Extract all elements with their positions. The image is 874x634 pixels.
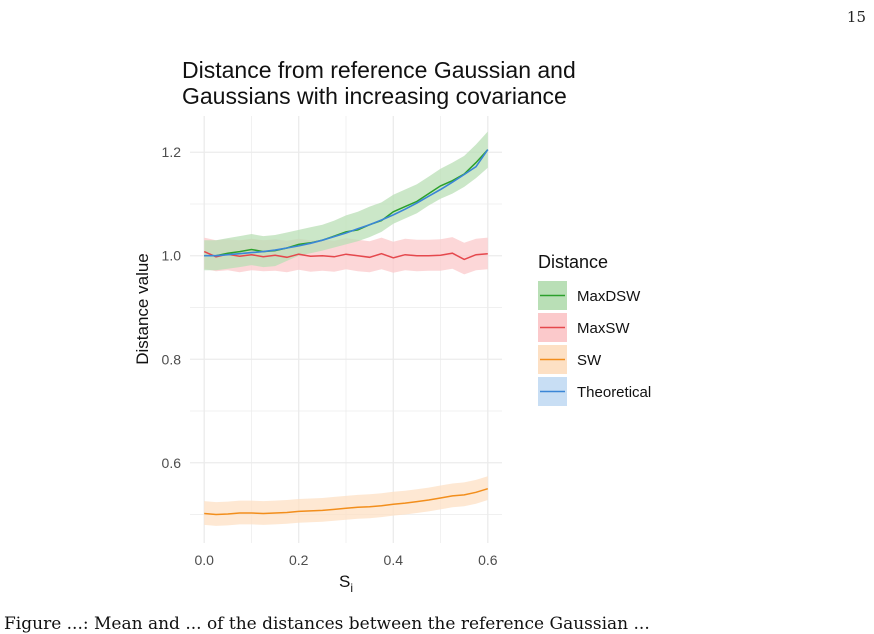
line-maxdsw (204, 149, 489, 257)
line-theoretical (204, 149, 489, 257)
figure-caption-text: Figure ...: Mean and ... of the distance… (4, 614, 650, 634)
chart-title-line-2: Gaussians with increasing covariance (182, 83, 567, 109)
series-lines (203, 149, 489, 516)
legend-label: MaxSW (577, 320, 630, 337)
x-axis-title: Si (339, 572, 353, 595)
x-axis-ticks: 0.0 0.2 0.4 0.6 (194, 552, 497, 568)
page-number: 15 (846, 8, 866, 26)
x-axis-title-main: S (339, 572, 350, 591)
y-tick-label: 0.6 (162, 455, 182, 471)
plot-area (190, 116, 502, 543)
legend-label: Theoretical (577, 384, 651, 401)
line-sw (204, 487, 489, 516)
legend-keys: MaxDSW MaxSW SW Theoretical (538, 281, 651, 406)
chart-title-line-1: Distance from reference Gaussian and (182, 57, 576, 83)
x-tick-label: 0.6 (478, 552, 498, 568)
figure-caption: Figure ...: Mean and ... of the distance… (0, 612, 874, 634)
x-tick-label: 0.2 (289, 552, 309, 568)
legend-item-theoretical: Theoretical (538, 377, 651, 406)
y-axis-ticks: 0.6 0.8 1.0 1.2 (162, 144, 182, 471)
legend-title: Distance (538, 252, 608, 272)
legend-item-sw: SW (538, 345, 602, 374)
legend: Distance MaxDSW MaxSW SW Theoretical (538, 252, 651, 406)
legend-item-maxdsw: MaxDSW (538, 281, 641, 310)
y-tick-label: 1.2 (162, 144, 182, 160)
legend-label: MaxDSW (577, 288, 641, 305)
x-tick-label: 0.0 (194, 552, 214, 568)
legend-label: SW (577, 352, 602, 369)
y-tick-label: 0.8 (162, 351, 182, 367)
x-tick-label: 0.4 (384, 552, 404, 568)
band-maxdsw (204, 131, 488, 271)
line-maxsw (203, 250, 488, 261)
y-axis-title: Distance value (133, 253, 152, 365)
y-tick-label: 1.0 (162, 248, 182, 264)
x-axis-title-subscript: i (350, 581, 353, 595)
legend-item-maxsw: MaxSW (538, 313, 630, 342)
